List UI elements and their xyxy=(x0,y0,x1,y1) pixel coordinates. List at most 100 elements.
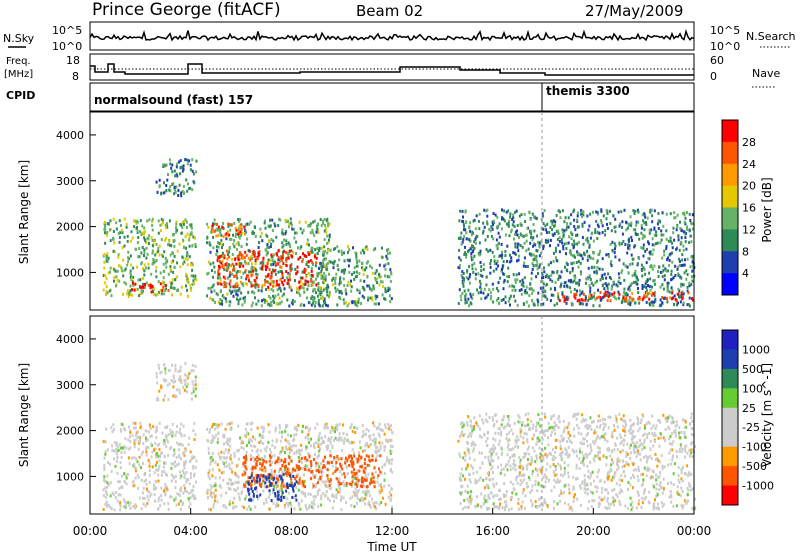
velocity-echo-cell xyxy=(283,465,286,469)
velocity-echo-cell xyxy=(334,430,336,434)
velocity-echo-cell xyxy=(110,507,113,511)
power-echo-cell xyxy=(308,253,311,256)
power-echo-cell xyxy=(550,273,553,277)
velocity-echo-cell xyxy=(209,508,212,512)
power-echo-cell xyxy=(288,222,291,226)
power-echo-cell xyxy=(665,212,668,216)
power-echo-cell xyxy=(149,283,152,287)
velocity-echo-cell xyxy=(360,482,363,486)
velocity-echo-cell xyxy=(132,484,135,488)
power-echo-cell xyxy=(640,231,643,235)
power-echo-cell xyxy=(584,298,587,302)
velocity-echo-cell xyxy=(318,488,321,492)
velocity-echo-cell xyxy=(269,483,272,487)
power-echo-cell xyxy=(315,256,318,260)
power-echo-cell xyxy=(236,254,239,258)
velocity-echo-cell xyxy=(217,437,219,441)
power-echo-cell xyxy=(263,283,266,287)
velocity-echo-cell xyxy=(116,499,119,503)
power-echo-cell xyxy=(679,220,681,224)
power-echo-cell xyxy=(580,272,582,276)
power-echo-cell xyxy=(551,279,554,283)
velocity-echo-cell xyxy=(350,465,353,468)
velocity-echo-cell xyxy=(217,423,220,427)
velocity-echo-cell xyxy=(342,480,345,484)
power-echo-cell xyxy=(322,301,325,305)
velocity-echo-cell xyxy=(609,415,612,419)
velocity-echo-cell xyxy=(383,484,386,488)
power-echo-cell xyxy=(253,291,256,295)
power-echo-cell xyxy=(536,298,539,302)
velocity-echo-cell xyxy=(154,430,157,434)
velocity-echo-cell xyxy=(339,487,342,491)
velocity-echo-cell xyxy=(356,477,359,481)
velocity-echo-cell xyxy=(213,499,216,503)
velocity-echo-cell xyxy=(190,490,193,494)
velocity-echo-cell xyxy=(491,465,494,469)
velocity-echo-cell xyxy=(230,421,233,425)
power-echo-cell xyxy=(212,261,215,265)
power-echo-cell xyxy=(627,302,630,306)
power-echo-cell xyxy=(206,222,209,226)
power-echo-cell xyxy=(232,294,235,298)
power-echo-cell xyxy=(235,274,238,278)
velocity-echo-cell xyxy=(543,412,546,416)
power-echo-cell xyxy=(235,292,238,296)
power-echo-cell xyxy=(106,291,109,295)
velocity-echo-cell xyxy=(329,438,332,442)
power-echo-cell xyxy=(679,282,682,286)
velocity-echo-cell xyxy=(104,479,106,483)
velocity-echo-cell xyxy=(269,492,272,496)
power-echo-cell xyxy=(188,223,191,227)
velocity-echo-cell xyxy=(315,461,318,465)
power-echo-cell xyxy=(109,270,112,274)
power-echo-cell xyxy=(304,268,307,272)
power-echo-cell xyxy=(220,242,223,246)
velocity-echo-cell xyxy=(287,504,290,508)
power-echo-cell xyxy=(689,234,692,238)
power-echo-cell xyxy=(497,297,500,300)
power-echo-cell xyxy=(365,261,368,265)
velocity-echo-cell xyxy=(275,476,278,480)
power-echo-cell xyxy=(270,263,273,267)
power-echo-cell xyxy=(606,226,609,230)
power-echo-cell xyxy=(682,263,685,267)
velocity-echo-cell xyxy=(310,464,313,468)
power-echo-cell xyxy=(320,290,323,294)
power-echo-cell xyxy=(244,260,246,263)
power-echo-cell xyxy=(190,226,193,230)
velocity-echo-cell xyxy=(113,428,115,431)
power-echo-cell xyxy=(534,243,537,247)
power-echo-cell xyxy=(671,277,674,281)
power-echo-cell xyxy=(266,234,269,238)
power-echo-cell xyxy=(510,228,513,232)
power-echo-cell xyxy=(116,269,119,273)
power-echo-cell xyxy=(218,255,221,259)
power-echo-cell xyxy=(191,244,194,248)
power-echo-cell xyxy=(660,233,663,237)
noise-sky-trace xyxy=(89,28,695,42)
power-echo-cell xyxy=(532,215,535,219)
power-echo-cell xyxy=(172,182,175,185)
velocity-echo-cell xyxy=(277,457,280,461)
velocity-echo-cell xyxy=(315,465,318,469)
power-echo-cell xyxy=(465,292,468,296)
power-echo-cell xyxy=(582,213,585,217)
velocity-echo-cell xyxy=(262,501,265,505)
power-echo-cell xyxy=(614,225,617,229)
power-echo-cell xyxy=(668,263,671,267)
velocity-echo-cell xyxy=(268,473,271,477)
velocity-echo-cell xyxy=(293,484,296,488)
power-echo-cell xyxy=(354,275,357,279)
power-echo-cell xyxy=(126,234,129,238)
power-echo-cell xyxy=(617,210,620,214)
velocity-echo-cell xyxy=(109,494,112,498)
power-echo-cell xyxy=(151,262,154,266)
power-echo-cell xyxy=(293,236,296,240)
velocity-echo-cell xyxy=(193,497,195,500)
velocity-echo-cell xyxy=(227,442,229,446)
power-echo-cell xyxy=(641,298,644,302)
velocity-echo-cell xyxy=(317,442,320,446)
velocity-echo-cell xyxy=(350,483,353,486)
power-echo-cell xyxy=(175,222,178,226)
